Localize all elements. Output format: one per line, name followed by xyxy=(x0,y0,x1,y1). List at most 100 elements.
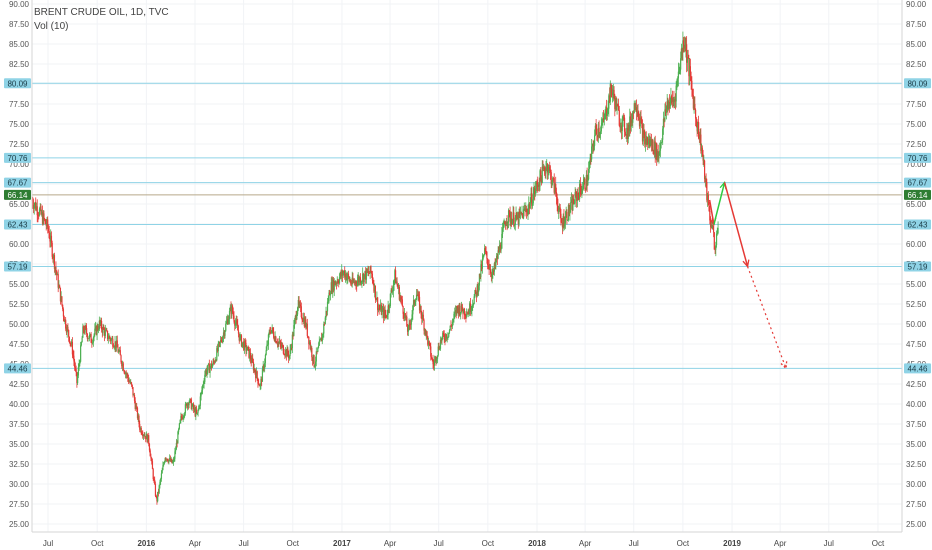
candle-body xyxy=(62,309,65,317)
candle-body xyxy=(357,277,359,281)
y-tick-label-right: 82.50 xyxy=(906,60,927,69)
candle-body xyxy=(88,337,90,339)
candle-body xyxy=(126,374,128,375)
candle-body xyxy=(322,333,324,335)
candle-body xyxy=(513,224,516,226)
candle-body xyxy=(623,117,626,132)
candle-body xyxy=(157,491,159,502)
candle-body xyxy=(122,363,124,371)
candle-body xyxy=(515,212,517,218)
candle-body xyxy=(50,235,53,243)
candle-body xyxy=(197,409,199,413)
candle-body xyxy=(391,290,393,292)
candle-body xyxy=(445,334,447,341)
candle-body xyxy=(129,381,131,384)
candle-body xyxy=(305,319,307,328)
candle-body xyxy=(695,118,697,123)
candle-body xyxy=(547,170,549,173)
candle-body xyxy=(332,279,335,291)
candle-body xyxy=(700,134,702,151)
candle-body xyxy=(200,392,202,397)
candle-body xyxy=(663,118,665,121)
candle-body xyxy=(359,277,361,283)
candle-body xyxy=(280,344,282,347)
candle-body xyxy=(647,137,649,145)
candle-body xyxy=(195,409,197,416)
candle-body xyxy=(436,355,439,359)
candle-body xyxy=(466,314,468,317)
candle-body xyxy=(323,324,326,325)
candle-body xyxy=(487,258,489,266)
candle-body xyxy=(237,324,239,331)
candle-body xyxy=(537,184,539,187)
candle-body xyxy=(390,290,392,294)
candle-body xyxy=(586,175,588,186)
candle-body xyxy=(707,194,709,206)
candle-body xyxy=(522,209,525,219)
candle-body xyxy=(716,233,718,234)
candle-body xyxy=(508,210,510,213)
candle-body xyxy=(376,297,378,300)
candle-body xyxy=(53,255,56,269)
level-price-label-right-bg xyxy=(904,219,931,230)
candle-body xyxy=(239,335,241,341)
candle-body xyxy=(500,248,502,251)
candle-body xyxy=(80,342,82,346)
candle-body xyxy=(67,326,69,330)
level-price-label-left: 62.43 xyxy=(7,221,28,230)
candle-body xyxy=(475,291,478,297)
y-tick-label-left: 55.00 xyxy=(9,280,30,289)
candle-body xyxy=(445,334,448,339)
x-tick-label: 2017 xyxy=(333,539,351,548)
candle-body xyxy=(349,280,351,282)
candle-body xyxy=(97,329,100,331)
candle-body xyxy=(270,331,272,333)
candle-body xyxy=(554,183,556,193)
candle-body xyxy=(96,325,98,335)
candle-body xyxy=(327,301,329,302)
candle-body xyxy=(562,215,564,228)
candle-body xyxy=(234,322,237,326)
candle-body xyxy=(673,99,675,102)
candle-body xyxy=(616,104,618,111)
candle-body xyxy=(430,356,433,359)
candle-body xyxy=(89,334,91,335)
candle-body xyxy=(528,203,531,209)
candle-body xyxy=(600,125,602,132)
candle-body xyxy=(650,139,653,146)
candle-body xyxy=(228,318,230,324)
candle-body xyxy=(324,317,326,325)
candle-body xyxy=(652,139,654,151)
candle-body xyxy=(185,403,187,405)
candle-body xyxy=(294,315,296,320)
candle-body xyxy=(594,125,596,136)
level-price-label-left-bg xyxy=(4,363,31,374)
candle-body xyxy=(240,335,243,347)
candle-body xyxy=(591,144,593,147)
projection-arrows xyxy=(708,180,788,370)
candle-body xyxy=(50,235,52,242)
candle-body xyxy=(514,217,516,225)
candle-body xyxy=(588,163,590,169)
candle-body xyxy=(227,319,229,324)
candle-body xyxy=(602,118,605,120)
candle-body xyxy=(395,281,397,284)
candle-body xyxy=(336,280,338,284)
candle-body xyxy=(553,178,555,193)
candle-body xyxy=(330,282,332,294)
candle-body xyxy=(202,384,204,386)
candle-body xyxy=(170,458,172,462)
candle-body xyxy=(255,371,258,379)
candle-body xyxy=(178,423,180,429)
candle-body xyxy=(260,379,262,385)
candle-body xyxy=(130,382,133,385)
candle-body xyxy=(53,255,55,259)
candle-body xyxy=(131,384,133,388)
candle-body xyxy=(148,443,151,451)
candle-body xyxy=(680,58,682,70)
candle-body xyxy=(428,341,430,344)
candle-body xyxy=(198,405,200,410)
y-tick-label-right: 35.00 xyxy=(906,440,927,449)
candle-body xyxy=(59,287,62,302)
